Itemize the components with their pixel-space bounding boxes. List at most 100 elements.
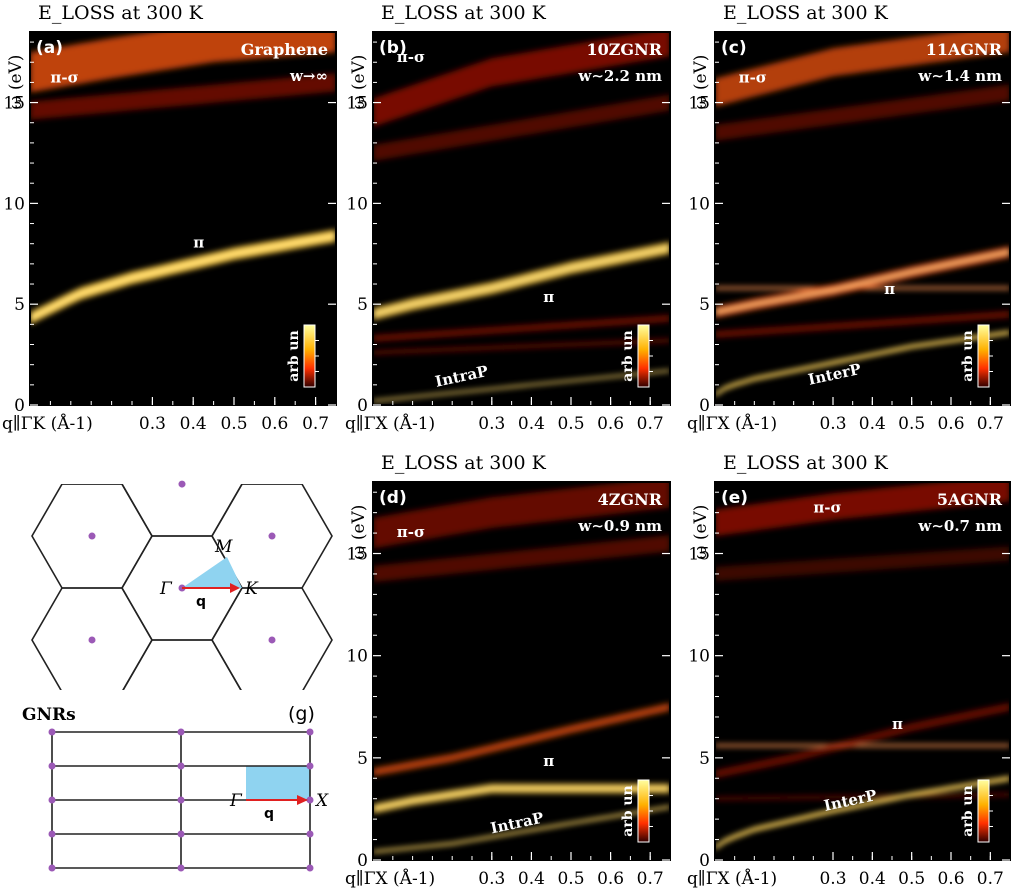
reciprocal-point: [48, 830, 56, 838]
y-tick-label: 15: [346, 545, 368, 565]
panel-frame: [372, 481, 671, 861]
x-tick-label: 0.3: [819, 869, 846, 889]
y-tick-label: 15: [3, 94, 25, 114]
panel-b: 0 5 10 15 0.3 0.4 0.5 0.6 0.7 q∥ΓX (Å-1) ω (eV) E_L…: [345, 2, 671, 434]
reciprocal-point: [306, 728, 314, 736]
brillouin-zone-partial: [121, 484, 243, 537]
schematic-title: MG: [22, 455, 55, 475]
y-tick-label: 0: [357, 396, 368, 416]
reciprocal-point: [268, 532, 276, 540]
q-vector-label: q: [264, 806, 274, 822]
panel-letter: (b): [379, 38, 407, 58]
y-tick-label: 15: [688, 94, 710, 114]
mode-annotation: π: [892, 715, 903, 733]
loss-band-1: [30, 73, 336, 120]
material-name: 10ZGNR: [586, 40, 662, 59]
x-axis-label: q∥ΓK (Å-1): [2, 413, 93, 434]
colorbar-label: arb un: [620, 785, 636, 836]
y-tick-label: 10: [688, 194, 710, 214]
panel-letter: (f): [288, 453, 310, 475]
loss-band-1: [715, 84, 1010, 141]
loss-band-2: [30, 229, 336, 325]
reciprocal-point: [48, 728, 56, 736]
panel-letter: (d): [379, 488, 407, 508]
reciprocal-point: [48, 762, 56, 770]
brillouin-zone-partial: [122, 639, 242, 690]
gamma-point-label: Γ: [229, 791, 243, 811]
colorbar-label: arb un: [620, 330, 636, 381]
mode-annotation: π: [884, 280, 895, 298]
loss-band-0: [715, 32, 1010, 107]
loss-band-1: [373, 94, 670, 161]
x-point-label: X: [314, 791, 329, 811]
panel-letter: (c): [721, 38, 747, 58]
x-tick-label: 0.3: [478, 414, 505, 434]
y-tick-label: 0: [357, 851, 368, 871]
colorbar-label: arb un: [286, 330, 302, 381]
loss-band-core-5: [715, 777, 1010, 849]
x-tick-label: 0.5: [557, 869, 584, 889]
y-axis-label: ω (eV): [349, 55, 369, 110]
y-axis-label: ω (eV): [691, 55, 711, 110]
panel-d: 0 5 10 15 0.3 0.4 0.5 0.6 0.7 q∥ΓX (Å-1) ω (eV) E_L…: [345, 452, 671, 889]
panel-frame: [714, 31, 1011, 406]
x-tick-label: 0.6: [937, 414, 964, 434]
loss-band-core-5: [373, 370, 670, 402]
loss-band-2: [373, 702, 670, 777]
reciprocal-point: [178, 480, 186, 488]
q-arrowhead: [230, 583, 240, 593]
colorbar: [637, 324, 650, 388]
m-point-label: M: [214, 537, 233, 557]
y-tick-label: 0: [14, 396, 25, 416]
gamma-point-label: Γ: [159, 579, 173, 599]
loss-band-4: [715, 310, 1010, 338]
x-axis-label: q∥ΓX (Å-1): [687, 868, 777, 889]
schematic-gnr: GNRs (g) Γ Xq: [22, 703, 329, 872]
panel-letter: (a): [36, 38, 63, 58]
y-tick-label: 0: [699, 396, 710, 416]
material-name: 11AGNR: [926, 40, 1003, 59]
loss-band-4: [715, 792, 1010, 801]
mode-annotation: π: [543, 288, 554, 306]
y-tick-label: 5: [699, 295, 710, 315]
x-tick-label: 0.4: [518, 869, 545, 889]
schematic-title: GNRs: [22, 705, 76, 725]
x-tick-label: 0.5: [557, 414, 584, 434]
mode-annotation: π-σ: [50, 68, 78, 86]
loss-band-core-5: [715, 331, 1010, 396]
reciprocal-point: [177, 864, 185, 872]
panel-frame: [714, 481, 1011, 861]
loss-band-0: [373, 32, 670, 127]
material-name: 4ZGNR: [598, 490, 663, 509]
x-tick-label: 0.7: [977, 414, 1004, 434]
loss-band-1: [715, 546, 1010, 582]
y-tick-label: 0: [699, 851, 710, 871]
panel-title: E_LOSS at 300 K: [381, 452, 547, 474]
reciprocal-point: [306, 762, 314, 770]
ribbon-width: w∼2.2 nm: [577, 67, 662, 85]
panel-frame: [372, 31, 671, 406]
x-tick-label: 0.7: [302, 414, 329, 434]
material-name: 5AGNR: [937, 490, 1003, 509]
irreducible-wedge: [182, 557, 242, 588]
mode-annotation: π-σ: [813, 499, 841, 517]
colorbar: [303, 324, 316, 388]
y-tick-label: 10: [346, 647, 368, 667]
x-tick-label: 0.3: [139, 414, 166, 434]
x-tick-label: 0.7: [977, 869, 1004, 889]
loss-band-3: [715, 702, 1010, 779]
x-tick-label: 0.6: [261, 414, 288, 434]
q-vector-label: q: [196, 594, 206, 610]
reciprocal-point: [88, 636, 96, 644]
y-tick-label: 5: [699, 749, 710, 769]
loss-band-1: [373, 535, 670, 583]
x-tick-label: 0.5: [898, 869, 925, 889]
x-tick-label: 0.4: [859, 869, 886, 889]
x-axis-label: q∥ΓX (Å-1): [345, 868, 435, 889]
colorbar-label: arb un: [960, 330, 976, 381]
colorbar: [637, 779, 650, 843]
k-point-label: K: [244, 579, 259, 599]
panel-c: 0 5 10 15 0.3 0.4 0.5 0.6 0.7 q∥ΓX (Å-1) ω (eV) E_L…: [687, 2, 1011, 434]
reciprocal-point: [177, 830, 185, 838]
